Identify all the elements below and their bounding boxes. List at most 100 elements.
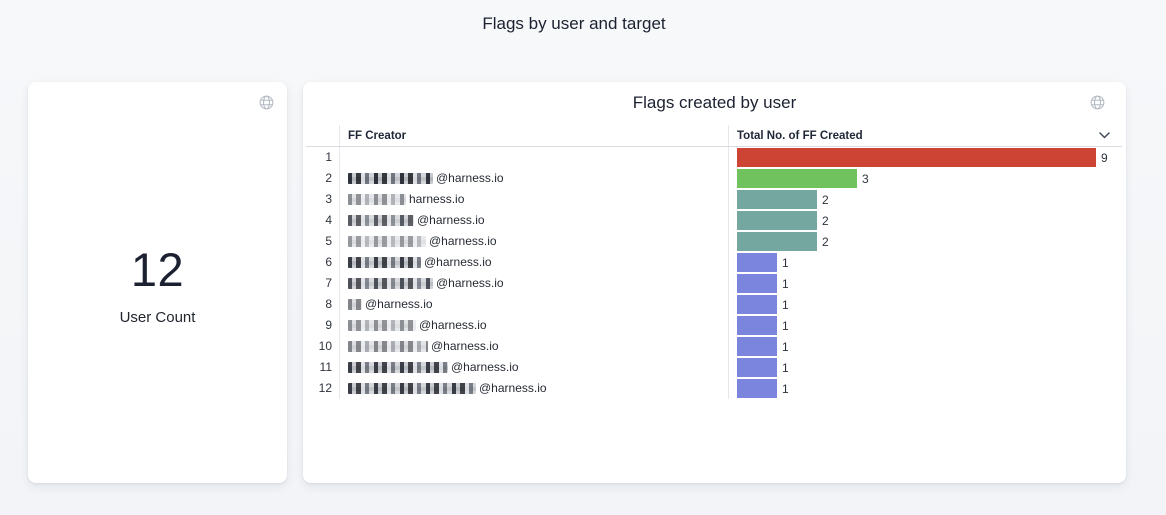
row-number: 10 [306, 336, 340, 357]
creator-cell: @harness.io [340, 336, 729, 357]
redacted-email [348, 299, 362, 311]
flags-card-title: Flags created by user [632, 93, 797, 112]
header-row-number [306, 125, 340, 146]
email-suffix: @harness.io [436, 171, 504, 185]
table-row[interactable]: 6 @harness.io 1 [306, 252, 1122, 273]
value-cell: 1 [729, 273, 1122, 294]
globe-icon [258, 94, 275, 111]
chevron-down-icon[interactable] [1099, 132, 1110, 139]
table-header: FF Creator Total No. of FF Created [306, 125, 1122, 147]
bar[interactable] [737, 169, 857, 188]
bar-value: 2 [822, 234, 829, 249]
creator-cell: @harness.io [340, 273, 729, 294]
user-count-label: User Count [119, 309, 196, 326]
table-row[interactable]: 11 @harness.io 1 [306, 357, 1122, 378]
row-number: 1 [306, 147, 340, 168]
bar-value: 1 [782, 297, 789, 312]
email-suffix: @harness.io [479, 381, 547, 395]
value-cell: 9 [729, 147, 1122, 168]
table-row[interactable]: 3 harness.io 2 [306, 189, 1122, 210]
creator-cell: @harness.io [340, 357, 729, 378]
creator-cell: @harness.io [340, 378, 729, 399]
bar[interactable] [737, 379, 777, 398]
bar-value: 2 [822, 213, 829, 228]
redacted-email [348, 173, 433, 185]
bar-value: 2 [822, 192, 829, 207]
bar[interactable] [737, 295, 777, 314]
table-row[interactable]: 7 @harness.io 1 [306, 273, 1122, 294]
value-cell: 3 [729, 168, 1122, 189]
bar[interactable] [737, 190, 817, 209]
value-cell: 1 [729, 357, 1122, 378]
bar-value: 1 [782, 255, 789, 270]
bar[interactable] [737, 274, 777, 293]
value-cell: 2 [729, 210, 1122, 231]
table-row[interactable]: 9 @harness.io 1 [306, 315, 1122, 336]
creator-cell: @harness.io [340, 231, 729, 252]
row-number: 9 [306, 315, 340, 336]
table-row[interactable]: 2 @harness.io 3 [306, 168, 1122, 189]
creator-cell: @harness.io [340, 252, 729, 273]
row-number: 8 [306, 294, 340, 315]
bar[interactable] [737, 253, 777, 272]
row-number: 3 [306, 189, 340, 210]
creator-cell: @harness.io [340, 294, 729, 315]
email-suffix: @harness.io [365, 297, 433, 311]
creator-cell: @harness.io [340, 168, 729, 189]
email-suffix: @harness.io [424, 255, 492, 269]
value-cell: 1 [729, 252, 1122, 273]
header-ff-creator[interactable]: FF Creator [340, 125, 729, 146]
redacted-email [348, 341, 428, 353]
bar-value: 1 [782, 339, 789, 354]
header-total-created-label: Total No. of FF Created [737, 129, 863, 142]
redacted-email [348, 278, 433, 290]
page-title: Flags by user and target [482, 14, 666, 33]
globe-icon [1089, 94, 1106, 111]
table-row[interactable]: 4 @harness.io 2 [306, 210, 1122, 231]
bar-value: 1 [782, 276, 789, 291]
bar-value: 1 [782, 318, 789, 333]
email-suffix: harness.io [409, 192, 465, 206]
flags-created-card: Flags created by user FF Creator Total N… [303, 82, 1126, 483]
value-cell: 1 [729, 294, 1122, 315]
row-number: 6 [306, 252, 340, 273]
table-body: 1 9 2 @harness.io 3 3 harness.io 2 4 @ha… [306, 147, 1122, 399]
table-row[interactable]: 5 @harness.io 2 [306, 231, 1122, 252]
row-number: 5 [306, 231, 340, 252]
user-count-card: 12 User Count [28, 82, 287, 483]
value-cell: 2 [729, 231, 1122, 252]
redacted-email [348, 215, 414, 227]
email-suffix: @harness.io [419, 318, 487, 332]
row-number: 2 [306, 168, 340, 189]
email-suffix: @harness.io [451, 360, 519, 374]
email-suffix: @harness.io [417, 213, 485, 227]
bar[interactable] [737, 316, 777, 335]
bar[interactable] [737, 232, 817, 251]
creator-cell: @harness.io [340, 210, 729, 231]
redacted-email [348, 236, 426, 248]
bar-value: 1 [782, 360, 789, 375]
table-row[interactable]: 1 9 [306, 147, 1122, 168]
value-cell: 1 [729, 315, 1122, 336]
table-row[interactable]: 12 @harness.io 1 [306, 378, 1122, 399]
bar[interactable] [737, 337, 777, 356]
table-row[interactable]: 8 @harness.io 1 [306, 294, 1122, 315]
row-number: 11 [306, 357, 340, 378]
header-total-created[interactable]: Total No. of FF Created [729, 125, 1122, 146]
bar[interactable] [737, 211, 817, 230]
redacted-email [348, 383, 476, 395]
table-row[interactable]: 10 @harness.io 1 [306, 336, 1122, 357]
row-number: 12 [306, 378, 340, 399]
bar-value: 1 [782, 381, 789, 396]
redacted-email [348, 257, 421, 269]
row-number: 4 [306, 210, 340, 231]
bar-value: 9 [1101, 150, 1108, 165]
redacted-email [348, 320, 416, 332]
email-suffix: @harness.io [431, 339, 499, 353]
bar[interactable] [737, 358, 777, 377]
bar[interactable] [737, 148, 1096, 167]
email-suffix: @harness.io [429, 234, 497, 248]
user-count-value: 12 [130, 243, 185, 296]
value-cell: 1 [729, 378, 1122, 399]
flags-table: FF Creator Total No. of FF Created 1 9 2… [306, 125, 1122, 399]
